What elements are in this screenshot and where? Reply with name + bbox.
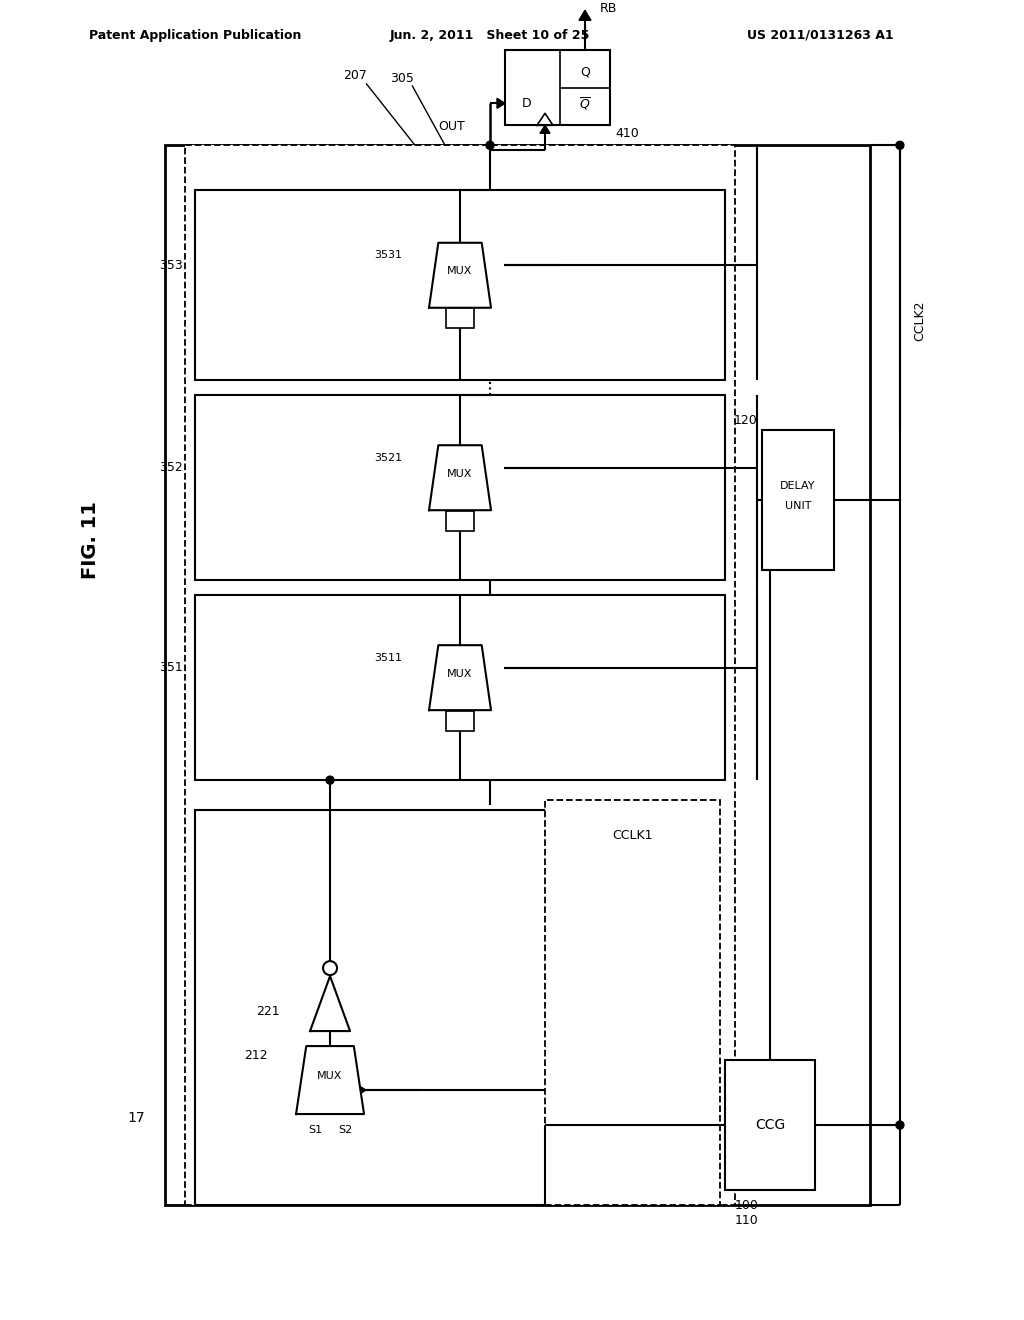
Text: MUX: MUX bbox=[447, 267, 473, 276]
Text: MUX: MUX bbox=[317, 1071, 343, 1081]
Polygon shape bbox=[310, 975, 350, 1031]
Text: 212: 212 bbox=[245, 1048, 268, 1061]
Bar bbox=[196, 395, 725, 581]
Text: OUT: OUT bbox=[438, 120, 465, 133]
Text: 17: 17 bbox=[127, 1111, 145, 1125]
Polygon shape bbox=[497, 98, 505, 108]
Text: UNIT: UNIT bbox=[784, 502, 811, 511]
Text: MUX: MUX bbox=[447, 669, 473, 678]
Polygon shape bbox=[354, 1085, 365, 1096]
Bar bbox=[725, 1060, 815, 1191]
Text: 353: 353 bbox=[160, 259, 183, 272]
Text: MUX: MUX bbox=[447, 469, 473, 479]
Circle shape bbox=[896, 1121, 904, 1129]
Text: 410: 410 bbox=[615, 127, 639, 140]
Text: 221: 221 bbox=[256, 1005, 280, 1018]
Text: CCLK2: CCLK2 bbox=[913, 300, 927, 341]
Text: 3511: 3511 bbox=[374, 652, 402, 663]
Text: CCLK1: CCLK1 bbox=[612, 829, 652, 842]
Bar bbox=[165, 145, 870, 1205]
Text: 352: 352 bbox=[160, 461, 183, 474]
Bar bbox=[185, 145, 735, 1205]
Text: D: D bbox=[522, 96, 531, 110]
Polygon shape bbox=[540, 125, 550, 133]
Text: Jun. 2, 2011   Sheet 10 of 25: Jun. 2, 2011 Sheet 10 of 25 bbox=[390, 29, 590, 42]
Circle shape bbox=[486, 141, 494, 149]
Text: 305: 305 bbox=[390, 71, 414, 84]
Text: 3531: 3531 bbox=[374, 251, 402, 260]
Bar bbox=[762, 430, 834, 570]
Bar bbox=[505, 50, 610, 125]
Text: DELAY: DELAY bbox=[780, 482, 816, 491]
Text: Q: Q bbox=[580, 66, 590, 79]
Text: 100: 100 bbox=[735, 1199, 759, 1212]
Bar bbox=[196, 190, 725, 380]
Text: S1: S1 bbox=[308, 1125, 323, 1135]
Polygon shape bbox=[296, 1045, 365, 1114]
Polygon shape bbox=[356, 1084, 366, 1096]
Bar bbox=[196, 810, 570, 1205]
Bar bbox=[446, 710, 474, 731]
Text: S2: S2 bbox=[338, 1125, 352, 1135]
Text: RB: RB bbox=[600, 1, 617, 15]
Polygon shape bbox=[429, 243, 490, 308]
Text: CCG: CCG bbox=[755, 1118, 785, 1133]
Text: FIG. 11: FIG. 11 bbox=[81, 502, 99, 579]
Polygon shape bbox=[429, 645, 490, 710]
Text: US 2011/0131263 A1: US 2011/0131263 A1 bbox=[746, 29, 893, 42]
Text: $\overline{Q}$: $\overline{Q}$ bbox=[579, 95, 591, 112]
Circle shape bbox=[326, 776, 334, 784]
Polygon shape bbox=[579, 11, 591, 20]
Bar bbox=[545, 800, 720, 1205]
Circle shape bbox=[896, 141, 904, 149]
Text: 3521: 3521 bbox=[374, 453, 402, 463]
Text: 110: 110 bbox=[735, 1213, 759, 1226]
Text: 120: 120 bbox=[733, 413, 757, 426]
Text: Patent Application Publication: Patent Application Publication bbox=[89, 29, 301, 42]
Bar bbox=[446, 511, 474, 531]
Polygon shape bbox=[429, 445, 490, 511]
Bar bbox=[446, 309, 474, 329]
Text: 351: 351 bbox=[160, 661, 183, 675]
Bar bbox=[196, 595, 725, 780]
Text: 207: 207 bbox=[343, 69, 367, 82]
